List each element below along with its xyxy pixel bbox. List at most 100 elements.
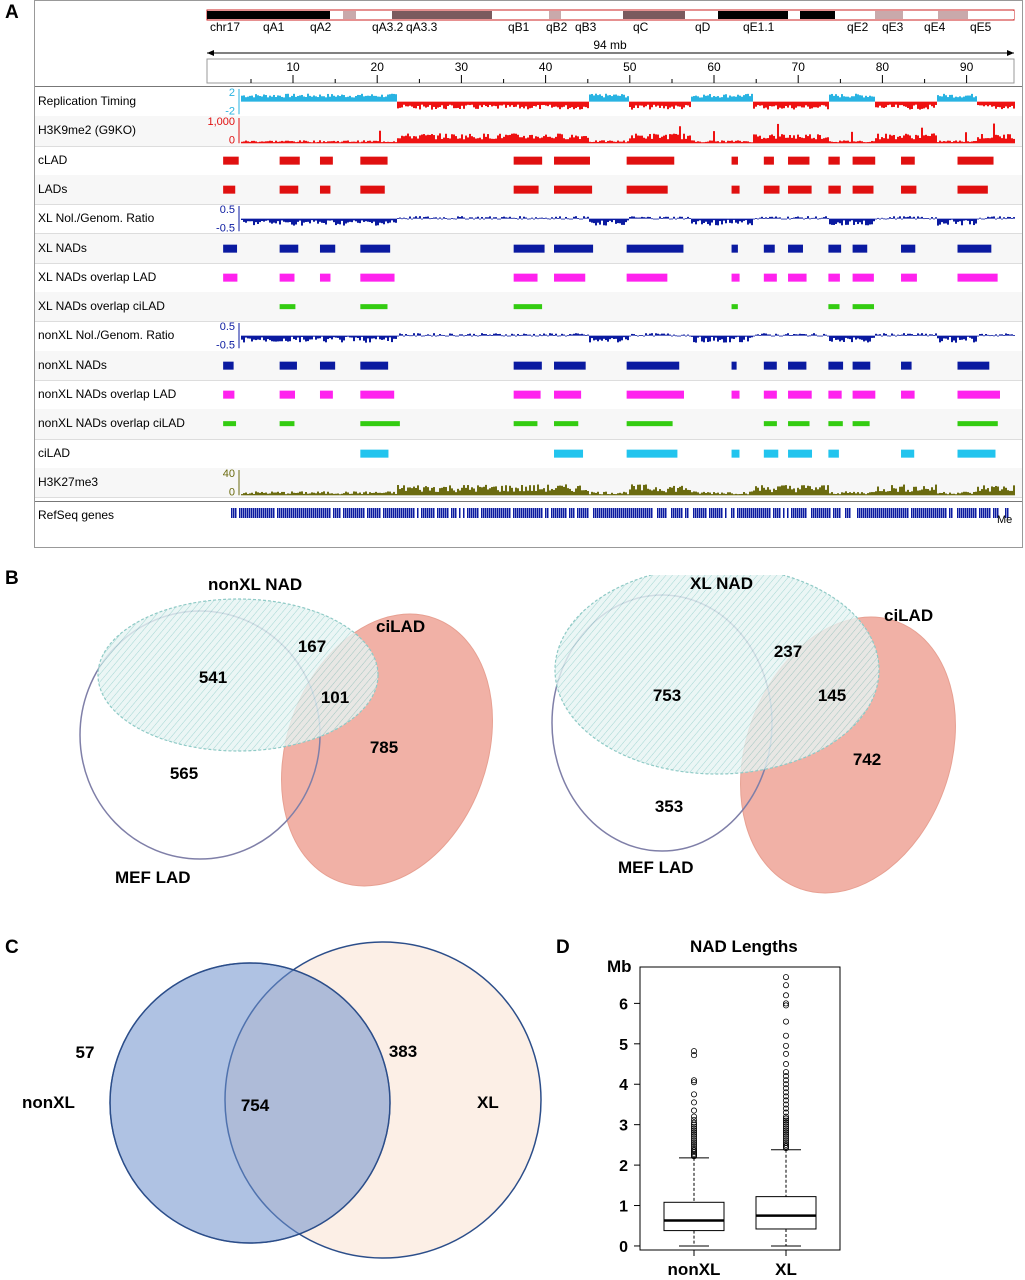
ruler-tick-label: 40 <box>539 60 553 74</box>
box-nonXL <box>663 1048 725 1247</box>
outlier-point <box>782 1137 789 1144</box>
track-label: nonXL Nol./Genom. Ratio <box>38 328 175 343</box>
y-tick-label: 0 <box>619 1239 628 1256</box>
band-label: qB3 <box>575 20 597 34</box>
outlier-point <box>691 1127 698 1134</box>
track-plot <box>223 156 994 165</box>
outlier-point <box>691 1133 698 1140</box>
nad-length-boxplot: 0 1 2 3 4 5 6 nonXL XL <box>619 966 841 1275</box>
venn-c-nonxl-label: nonXL <box>22 1093 75 1112</box>
track-row: ciLAD <box>35 439 1022 469</box>
venn-b-left-nad-only: 167 <box>297 637 327 656</box>
track-plot: 0.5 -0.5 <box>216 321 1015 351</box>
ruler-tick-label: 50 <box>623 60 637 74</box>
ruler-tick-label: 70 <box>792 60 806 74</box>
panel-letter-a: A <box>5 2 19 23</box>
outlier-point <box>691 1113 698 1120</box>
track-scale-top: 2 <box>229 87 235 99</box>
outlier-point <box>782 1101 789 1108</box>
outlier-point <box>782 1093 789 1100</box>
venn-b-right-nad-cilad: 145 <box>817 686 847 705</box>
outlier-point <box>782 1085 789 1092</box>
outlier-point <box>782 1018 789 1025</box>
band-segment <box>718 11 788 19</box>
track-row: H3K27me3 40 0 <box>35 467 1022 499</box>
outlier-point <box>782 1061 789 1068</box>
track-label: LADs <box>38 181 68 196</box>
box-XL <box>755 974 817 1247</box>
track-row: XL NADs <box>35 233 1022 264</box>
band-segment <box>903 11 938 19</box>
panel-letter-b: B <box>5 568 19 589</box>
venn-b-right-cilad-only: 742 <box>852 750 882 769</box>
band-segment <box>332 11 343 19</box>
track-scale-bottom: -0.5 <box>216 340 235 351</box>
track-label: nonXL NADs overlap ciLAD <box>38 416 185 431</box>
band-label: qA3.2 <box>372 20 404 34</box>
band-segment <box>492 11 549 19</box>
track-row: XL NADs overlap ciLAD <box>35 292 1022 323</box>
band-segment <box>875 11 903 19</box>
y-tick-label: 3 <box>619 1118 628 1135</box>
genome-browser: chr17 qA1 qA2 qA3.2 qA3.3 qB1 qB2 qB3 qC qD qE1.1 q… <box>34 0 1023 548</box>
outlier-point <box>782 1129 789 1136</box>
track-plot: 40 0 <box>223 468 1015 497</box>
track-scale-bottom: 0 <box>229 486 235 497</box>
genes-track-label: RefSeq genes <box>38 508 115 522</box>
track-plot <box>360 449 996 458</box>
band-label: qB2 <box>546 20 568 34</box>
outlier-point <box>782 1050 789 1057</box>
track-row: cLAD <box>35 146 1022 176</box>
genes-track: RefSeq genes Me <box>35 501 1022 548</box>
band-segment <box>356 11 392 19</box>
track-row: nonXL NADs overlap LAD <box>35 380 1022 411</box>
venn-c-overlap: 754 <box>240 1096 270 1115</box>
outlier-point <box>691 1147 698 1154</box>
outlier-point <box>691 1119 698 1126</box>
track-row: nonXL NADs overlap ciLAD <box>35 409 1022 440</box>
venn-b-left-lad-label: MEF LAD <box>115 868 191 887</box>
outlier-point <box>691 1099 698 1106</box>
track-label: nonXL NADs overlap LAD <box>38 387 177 401</box>
band-label: qE5 <box>970 20 992 34</box>
track-scale-top: 1,000 <box>207 116 235 128</box>
band-label: qE1.1 <box>743 20 775 34</box>
track-label: XL NADs <box>38 240 87 255</box>
outlier-point <box>782 1133 789 1140</box>
track-label: XL NADs overlap ciLAD <box>38 299 165 314</box>
outlier-point <box>782 974 789 981</box>
band-segment <box>343 11 356 19</box>
x-category-label: nonXL <box>668 1260 721 1275</box>
track-plot <box>223 361 990 370</box>
venn-c-shapes <box>109 941 542 1259</box>
track-row: nonXL Nol./Genom. Ratio 0.5 -0.5 <box>35 321 1022 352</box>
venn-b-right-nad-only: 237 <box>773 642 803 661</box>
band-label: qD <box>695 20 711 34</box>
track-label: XL Nol./Genom. Ratio <box>38 211 155 226</box>
outlier-point <box>782 1127 789 1134</box>
track-row: LADs <box>35 174 1022 206</box>
outlier-point <box>782 1123 789 1130</box>
outlier-point <box>691 1123 698 1130</box>
ruler-tick-label: 80 <box>876 60 890 74</box>
y-tick-label: 1 <box>619 1199 628 1216</box>
ruler-tick-label: 90 <box>960 60 974 74</box>
panel-letter-d: D <box>556 937 570 958</box>
y-tick-label: 5 <box>619 1037 628 1054</box>
outlier-point <box>691 1079 698 1086</box>
venn-c-xl-only: 383 <box>388 1042 418 1061</box>
outlier-point <box>782 1125 789 1132</box>
venn-b-left-nad-lad: 541 <box>198 668 228 687</box>
ruler-tick-label: 20 <box>371 60 385 74</box>
band-label: qE4 <box>924 20 946 34</box>
band-segment <box>938 11 968 19</box>
outlier-point <box>782 1135 789 1142</box>
outlier-point <box>782 1077 789 1084</box>
ruler-tick-label: 60 <box>707 60 721 74</box>
band-segment <box>685 11 718 19</box>
track-row: H3K9me2 (G9KO) 1,000 0 <box>35 116 1022 147</box>
outlier-point <box>782 1042 789 1049</box>
xl-nad-ellipse <box>554 575 880 775</box>
outlier-point <box>782 1000 789 1007</box>
outlier-point <box>782 1069 789 1076</box>
